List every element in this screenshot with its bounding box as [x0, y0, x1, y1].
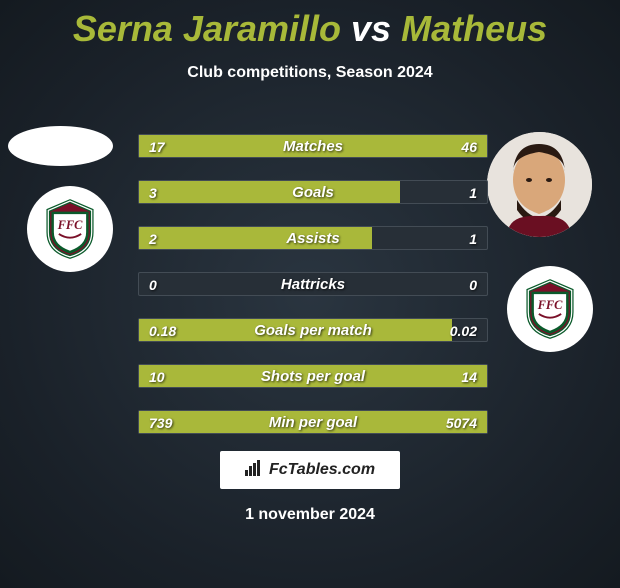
stat-row: 21Assists [138, 226, 488, 250]
player2-club-crest: FFC [507, 266, 593, 352]
stat-label: Min per goal [139, 411, 487, 433]
player2-avatar [487, 132, 592, 237]
player2-photo-icon [487, 132, 592, 237]
stats-bars: 1746Matches 31Goals 21Assists 00Hattricks 0.… [138, 134, 488, 456]
fluminense-crest-icon: FFC [39, 198, 101, 260]
stat-label: Assists [139, 227, 487, 249]
stat-row: 31Goals [138, 180, 488, 204]
svg-text:FFC: FFC [57, 218, 84, 232]
fluminense-crest-icon: FFC [519, 278, 581, 340]
player1-avatar [8, 126, 113, 166]
branding-badge: FcTables.com [220, 451, 400, 489]
stat-label: Goals per match [139, 319, 487, 341]
player1-name: Serna Jaramillo [73, 8, 341, 49]
stat-label: Shots per goal [139, 365, 487, 387]
stat-row: 1746Matches [138, 134, 488, 158]
player1-club-crest: FFC [27, 186, 113, 272]
bars-logo-icon [245, 460, 263, 481]
date-text: 1 november 2024 [0, 506, 620, 524]
vs-text: vs [351, 8, 391, 49]
stat-row: 7395074Min per goal [138, 410, 488, 434]
stat-label: Goals [139, 181, 487, 203]
branding-text: FcTables.com [269, 461, 375, 479]
subtitle: Club competitions, Season 2024 [0, 64, 620, 82]
svg-text:FFC: FFC [537, 298, 564, 312]
stat-row: 1014Shots per goal [138, 364, 488, 388]
stat-label: Hattricks [139, 273, 487, 295]
stat-row: 0.180.02Goals per match [138, 318, 488, 342]
player2-name: Matheus [401, 8, 547, 49]
stat-label: Matches [139, 135, 487, 157]
stat-row: 00Hattricks [138, 272, 488, 296]
comparison-title: Serna Jaramillo vs Matheus [0, 8, 620, 50]
